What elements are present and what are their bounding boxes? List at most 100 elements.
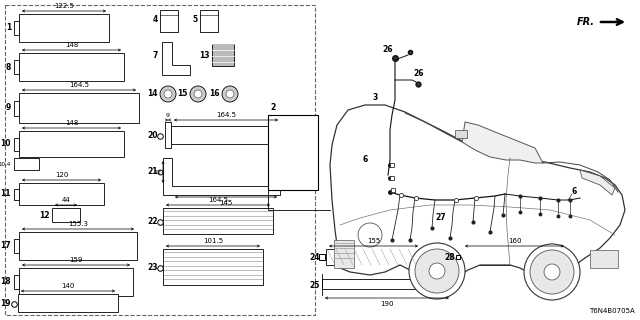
Text: 27: 27 bbox=[435, 213, 445, 222]
Circle shape bbox=[415, 249, 459, 293]
Bar bbox=[19, 53, 124, 81]
Circle shape bbox=[194, 90, 202, 98]
Text: T6N4B0705A: T6N4B0705A bbox=[589, 308, 635, 314]
Bar bbox=[334, 240, 354, 268]
Text: 4: 4 bbox=[153, 15, 158, 25]
Text: 7: 7 bbox=[152, 51, 158, 60]
Text: 10: 10 bbox=[1, 140, 11, 148]
Text: 28: 28 bbox=[444, 252, 455, 261]
Text: 2: 2 bbox=[270, 103, 275, 112]
Polygon shape bbox=[163, 158, 280, 195]
Text: 22: 22 bbox=[153, 170, 161, 174]
Bar bbox=[19, 93, 139, 123]
Text: 148: 148 bbox=[65, 42, 78, 48]
Text: 122.5: 122.5 bbox=[54, 3, 74, 9]
Text: 16: 16 bbox=[209, 90, 220, 99]
Circle shape bbox=[164, 90, 172, 98]
Text: 6: 6 bbox=[363, 156, 368, 164]
Circle shape bbox=[524, 244, 580, 300]
Text: 1: 1 bbox=[6, 23, 11, 33]
Text: 164.5: 164.5 bbox=[208, 197, 228, 203]
Text: 19: 19 bbox=[1, 300, 11, 308]
Bar bbox=[14, 275, 19, 289]
Bar bbox=[163, 208, 273, 234]
Circle shape bbox=[226, 90, 234, 98]
Text: 8: 8 bbox=[6, 62, 11, 71]
Bar bbox=[326, 249, 421, 265]
Bar bbox=[14, 158, 39, 170]
Text: 9: 9 bbox=[6, 103, 11, 113]
Bar bbox=[212, 44, 234, 66]
Text: 11: 11 bbox=[1, 189, 11, 198]
Bar bbox=[14, 21, 19, 35]
Bar bbox=[171, 126, 281, 144]
Bar bbox=[163, 249, 263, 285]
Polygon shape bbox=[330, 105, 625, 280]
Bar bbox=[14, 60, 19, 74]
Text: 160: 160 bbox=[508, 238, 521, 244]
Text: 13: 13 bbox=[200, 51, 210, 60]
Text: 120: 120 bbox=[55, 172, 68, 178]
Text: 14: 14 bbox=[147, 90, 158, 99]
Circle shape bbox=[190, 86, 206, 102]
Circle shape bbox=[530, 250, 574, 294]
Bar bbox=[462, 249, 567, 265]
Text: 17: 17 bbox=[1, 242, 11, 251]
Bar bbox=[19, 131, 124, 157]
Text: 10.4: 10.4 bbox=[0, 162, 11, 166]
Bar bbox=[19, 232, 137, 260]
Text: 140: 140 bbox=[61, 283, 75, 289]
Bar bbox=[165, 122, 171, 148]
Bar bbox=[14, 239, 19, 253]
Bar bbox=[19, 14, 109, 42]
Bar bbox=[590, 250, 618, 268]
Text: 155: 155 bbox=[367, 238, 380, 244]
Text: 22: 22 bbox=[147, 218, 158, 227]
Polygon shape bbox=[462, 122, 543, 163]
Polygon shape bbox=[162, 42, 190, 75]
Text: 20: 20 bbox=[147, 132, 158, 140]
Bar bbox=[14, 138, 19, 150]
Bar bbox=[18, 294, 118, 312]
Text: 24: 24 bbox=[310, 252, 320, 261]
Text: 44: 44 bbox=[61, 197, 70, 203]
Text: 26: 26 bbox=[383, 45, 393, 54]
Polygon shape bbox=[580, 170, 615, 195]
Text: 25: 25 bbox=[310, 281, 320, 290]
Text: 23: 23 bbox=[147, 263, 158, 273]
Text: 26: 26 bbox=[413, 69, 424, 78]
Text: 15: 15 bbox=[178, 90, 188, 99]
Circle shape bbox=[409, 243, 465, 299]
Text: 21: 21 bbox=[147, 167, 158, 177]
Text: 159: 159 bbox=[69, 257, 83, 263]
Text: 5: 5 bbox=[193, 15, 198, 25]
Bar bbox=[200, 10, 218, 32]
Text: 12: 12 bbox=[40, 211, 50, 220]
Bar bbox=[455, 130, 467, 138]
Text: 3: 3 bbox=[372, 93, 378, 102]
Text: 18: 18 bbox=[1, 277, 11, 286]
Bar bbox=[19, 268, 133, 296]
Circle shape bbox=[358, 223, 382, 247]
Bar bbox=[322, 279, 452, 289]
Text: 155.3: 155.3 bbox=[68, 221, 88, 227]
Circle shape bbox=[160, 86, 176, 102]
Text: 164.5: 164.5 bbox=[69, 82, 89, 88]
Text: FR.: FR. bbox=[577, 17, 595, 27]
Text: 9: 9 bbox=[166, 113, 170, 118]
Bar bbox=[5, 5, 315, 315]
Bar bbox=[19, 183, 104, 205]
Bar bbox=[14, 188, 19, 199]
Bar bbox=[268, 115, 318, 190]
Circle shape bbox=[222, 86, 238, 102]
Text: 164.5: 164.5 bbox=[216, 112, 236, 118]
Bar bbox=[52, 208, 80, 222]
Text: 145: 145 bbox=[220, 200, 232, 206]
Bar bbox=[160, 10, 178, 32]
Text: 190: 190 bbox=[380, 301, 394, 307]
Circle shape bbox=[429, 263, 445, 279]
Bar bbox=[14, 100, 19, 116]
Text: 6: 6 bbox=[572, 188, 577, 196]
Text: 101.5: 101.5 bbox=[203, 238, 223, 244]
Circle shape bbox=[544, 264, 560, 280]
